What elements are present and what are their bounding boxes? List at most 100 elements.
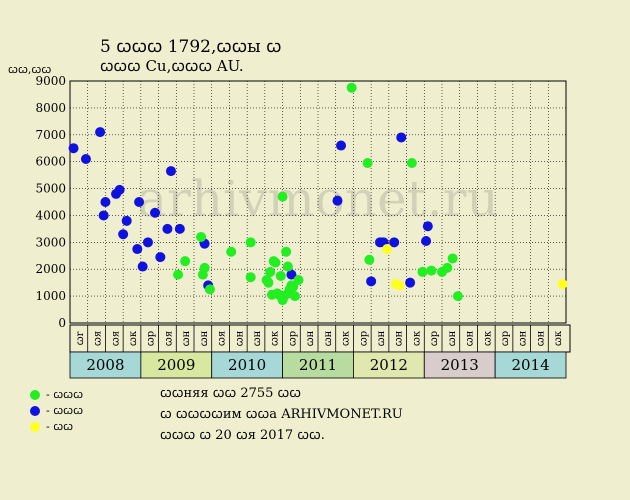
data-point — [245, 272, 256, 283]
note-line: ꞷꞷняя ꞷꞷ 2755 ꞷꞷ — [160, 386, 302, 401]
y-tick-label: 8000 — [35, 101, 66, 115]
legend-dot-icon — [30, 405, 40, 416]
data-point — [265, 266, 276, 277]
year-band-cell — [140, 351, 213, 379]
data-point — [174, 223, 185, 234]
legend-dot-icon — [30, 389, 40, 400]
legend-item: - ꞷꞷꞷ — [30, 403, 83, 418]
month-tick-label: ꞷн — [394, 330, 405, 346]
month-tick-label: ꞷн — [447, 330, 458, 346]
month-tick-label: ꞷн — [535, 330, 546, 346]
data-point — [95, 127, 106, 138]
data-point — [155, 252, 166, 263]
month-tick-label: ꞷн — [199, 330, 210, 346]
data-point — [417, 266, 428, 277]
month-tick-label: ꞷя — [93, 331, 104, 346]
data-point — [442, 262, 453, 273]
data-point — [394, 280, 405, 291]
legend-item: - ꞷꞷ — [30, 419, 73, 434]
data-point — [288, 281, 299, 292]
data-point — [277, 191, 288, 202]
year-label: 2009 — [157, 356, 195, 374]
month-tick-label: ꞷк — [270, 330, 281, 346]
data-point — [366, 276, 377, 287]
chart-title-line2: ꞷꞷꞷ Cu,ꞷꞷꞷ AU. — [100, 57, 244, 75]
data-point — [199, 262, 210, 273]
legend-label: - ꞷꞷ — [46, 420, 74, 433]
data-point — [396, 132, 407, 143]
data-point — [293, 274, 304, 285]
data-point — [336, 140, 347, 151]
month-tick-label: ꞷн — [518, 330, 529, 346]
year-label: 2013 — [441, 356, 479, 374]
y-tick-label: 7000 — [35, 128, 66, 142]
data-point — [196, 231, 207, 242]
y-tick-label: 0 — [58, 316, 66, 330]
month-tick-label: ꞷн — [376, 330, 387, 346]
month-tick-label: ꞷк — [482, 330, 493, 346]
year-label: 2012 — [370, 356, 408, 374]
data-point — [421, 235, 432, 246]
data-point — [204, 284, 215, 295]
year-band-cell — [494, 351, 567, 379]
y-tick-label: 4000 — [35, 208, 66, 222]
data-point — [286, 269, 297, 280]
month-tick-label: ꞷр — [429, 331, 440, 346]
data-point — [422, 221, 433, 232]
legend-label: - ꞷꞷꞷ — [46, 388, 84, 401]
data-point — [118, 229, 129, 240]
y-axis-label: ꞷꞷ,ꞷꞷ — [8, 63, 52, 76]
data-point — [180, 256, 191, 267]
data-point — [165, 166, 176, 177]
year-label: 2008 — [86, 356, 124, 374]
y-tick-label: 1000 — [35, 289, 66, 303]
data-point — [557, 279, 568, 290]
data-point — [150, 207, 161, 218]
data-point — [121, 215, 132, 226]
month-tick-label: ꞷн — [323, 330, 334, 346]
data-point — [100, 197, 111, 207]
data-point — [162, 223, 173, 234]
data-point — [134, 197, 145, 207]
month-tick-label: ꞷн — [305, 330, 316, 346]
year-band-cell — [69, 351, 142, 379]
year-band-cell — [211, 351, 283, 379]
y-tick-label: 5000 — [35, 182, 66, 196]
month-tick-label: ꞷя — [110, 331, 121, 346]
data-point — [364, 254, 375, 265]
data-point — [382, 244, 393, 255]
data-point — [98, 210, 109, 221]
data-point — [362, 158, 373, 169]
data-point — [173, 269, 184, 280]
data-point — [406, 158, 417, 169]
y-tick-label: 2000 — [35, 262, 66, 276]
data-point — [114, 184, 125, 195]
data-point — [275, 270, 286, 281]
month-tick-label: ꞷр — [500, 331, 511, 346]
month-tick-label: ꞷн — [465, 330, 476, 346]
data-point — [405, 277, 416, 288]
month-tick-label: ꞷн — [252, 330, 263, 346]
month-tick-label: ꞷк — [411, 330, 422, 346]
data-point — [426, 265, 437, 276]
data-point — [142, 237, 153, 248]
data-point — [282, 288, 293, 299]
year-label: 2014 — [511, 356, 549, 374]
y-tick-label: 3000 — [35, 235, 66, 249]
data-point — [346, 82, 357, 93]
data-point — [282, 261, 293, 272]
data-point — [132, 244, 143, 255]
month-tick-label: ꞷр — [146, 331, 157, 346]
y-tick-label: 6000 — [35, 155, 66, 169]
year-label: 2010 — [228, 356, 266, 374]
data-point — [80, 153, 91, 164]
data-point — [447, 253, 458, 264]
month-tick-label: ꞷр — [287, 331, 298, 346]
data-point — [270, 257, 281, 268]
month-tick-label: ꞷя — [163, 331, 174, 346]
month-tick-label: ꞷр — [358, 331, 369, 346]
year-band-cell — [353, 351, 425, 379]
month-tick-label: ꞷк — [341, 330, 352, 346]
